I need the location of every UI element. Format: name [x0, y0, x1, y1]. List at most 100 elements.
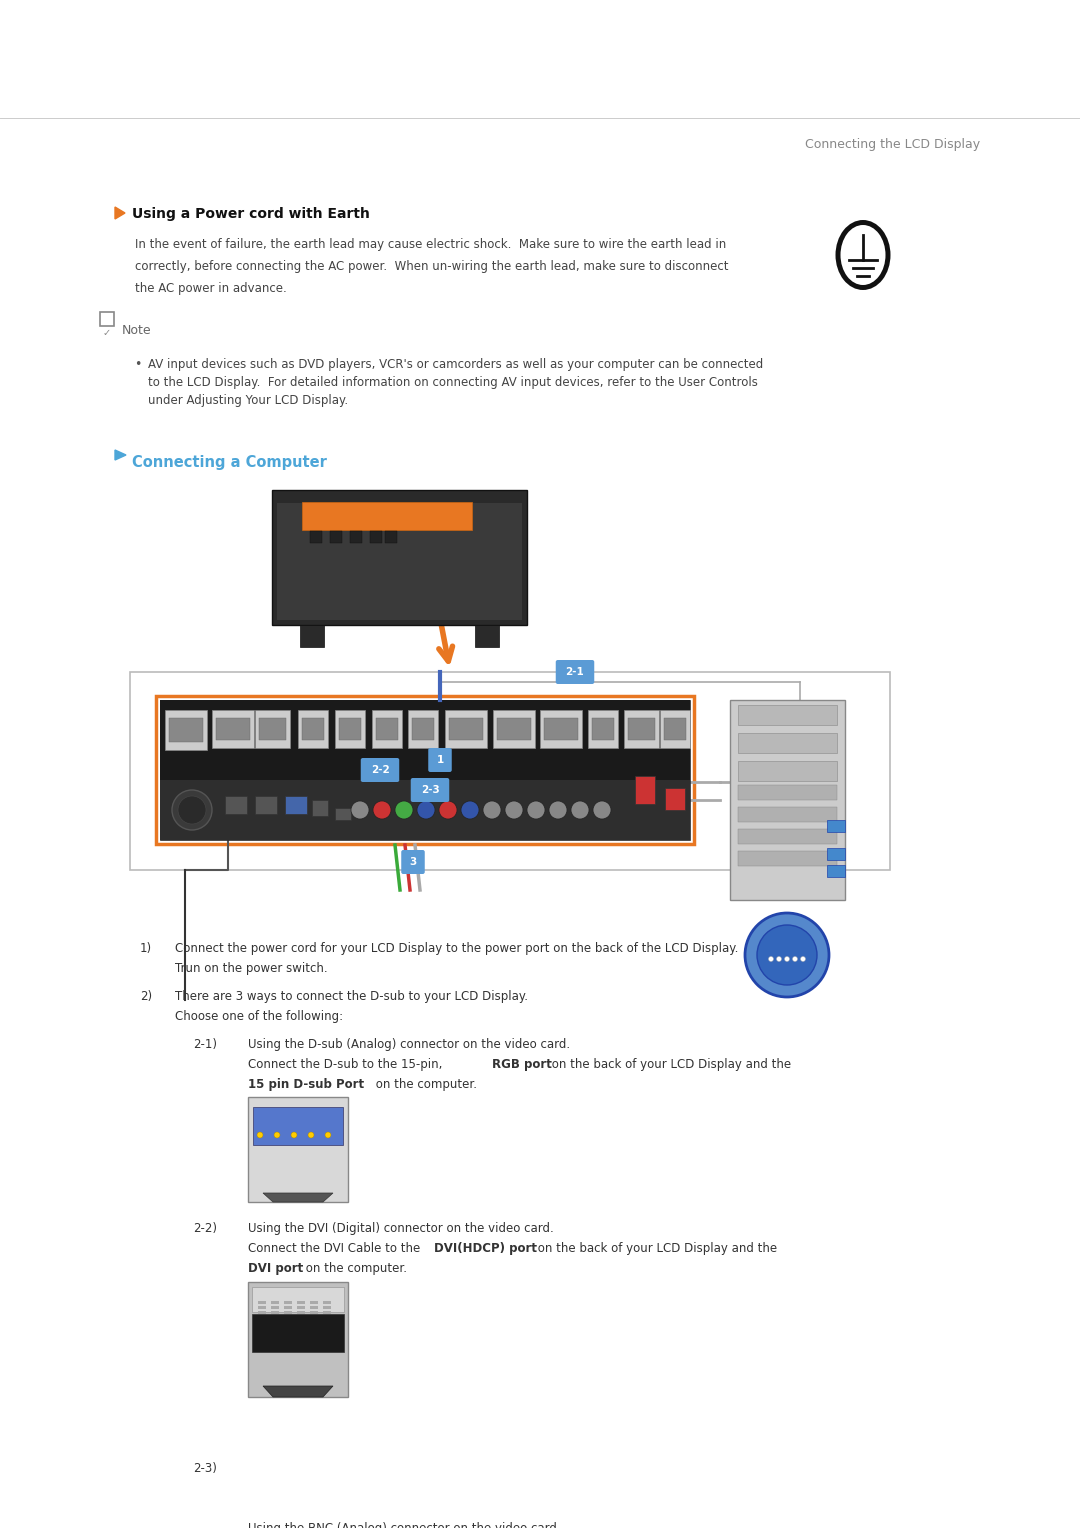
Bar	[738, 785, 837, 801]
Circle shape	[483, 801, 501, 819]
Text: 1): 1)	[140, 941, 152, 955]
Text: RGB port: RGB port	[492, 1057, 552, 1071]
Bar	[384, 532, 397, 542]
Bar	[253, 1106, 343, 1144]
Circle shape	[395, 801, 413, 819]
Text: on the computer.: on the computer.	[372, 1077, 477, 1091]
Text: 2-3): 2-3)	[193, 1462, 217, 1475]
Bar	[255, 796, 276, 814]
Bar	[248, 1282, 348, 1397]
Bar	[160, 700, 690, 840]
Bar	[370, 532, 382, 542]
Text: Note: Note	[122, 324, 151, 338]
Bar	[130, 672, 890, 869]
FancyBboxPatch shape	[556, 660, 594, 685]
Bar	[276, 503, 522, 620]
Bar	[212, 711, 254, 749]
FancyBboxPatch shape	[402, 850, 424, 874]
Bar	[255, 711, 291, 749]
Text: Connecting a Computer: Connecting a Computer	[132, 455, 327, 471]
Bar	[323, 1300, 330, 1303]
Bar	[738, 851, 837, 866]
Circle shape	[505, 801, 523, 819]
Circle shape	[757, 924, 816, 986]
Bar	[297, 1311, 305, 1314]
Text: DVI(HDCP): DVI(HDCP)	[275, 1368, 321, 1377]
Bar	[310, 1311, 318, 1314]
Text: Using the D-sub (Analog) connector on the video card.: Using the D-sub (Analog) connector on th…	[248, 1038, 570, 1051]
Text: the AC power in advance.: the AC power in advance.	[135, 283, 287, 295]
Text: Connect the D-sub to the 15-pin,: Connect the D-sub to the 15-pin,	[248, 1057, 446, 1071]
Bar	[664, 718, 686, 740]
Bar	[323, 1306, 330, 1309]
Text: 2): 2)	[140, 990, 152, 1002]
Text: Choose one of the following:: Choose one of the following:	[175, 1010, 343, 1024]
Text: Trun on the power switch.: Trun on the power switch.	[175, 963, 327, 975]
Text: In the event of failure, the earth lead may cause electric shock.  Make sure to : In the event of failure, the earth lead …	[135, 238, 726, 251]
Bar	[350, 532, 362, 542]
Text: DVI(HDCP) port: DVI(HDCP) port	[434, 1242, 537, 1254]
Bar	[627, 718, 654, 740]
FancyBboxPatch shape	[429, 749, 451, 772]
Text: to the LCD Display.  For detailed information on connecting AV input devices, re: to the LCD Display. For detailed informa…	[148, 376, 758, 390]
Bar	[660, 711, 690, 749]
Bar	[272, 490, 527, 625]
Bar	[252, 1314, 345, 1352]
Text: 15 pin D-sub Port: 15 pin D-sub Port	[248, 1077, 364, 1091]
Text: on the back of your LCD Display and the: on the back of your LCD Display and the	[548, 1057, 795, 1071]
Bar	[827, 821, 845, 833]
Text: 2-2: 2-2	[370, 766, 390, 775]
Polygon shape	[114, 206, 125, 219]
Bar	[300, 625, 324, 646]
FancyBboxPatch shape	[361, 758, 400, 782]
Text: AV input devices such as DVD players, VCR's or camcorders as well as your comput: AV input devices such as DVD players, VC…	[148, 358, 764, 371]
Bar	[312, 801, 328, 816]
Text: 2-3: 2-3	[420, 785, 440, 795]
Bar	[738, 807, 837, 822]
Circle shape	[461, 801, 480, 819]
Text: Connecting the LCD Display: Connecting the LCD Display	[805, 138, 980, 151]
Circle shape	[777, 957, 782, 961]
Text: Using the DVI (Digital) connector on the video card.: Using the DVI (Digital) connector on the…	[248, 1222, 554, 1235]
Bar	[738, 761, 837, 781]
Bar	[259, 718, 286, 740]
Bar	[335, 808, 351, 821]
Bar	[372, 711, 402, 749]
Bar	[310, 1306, 318, 1309]
Bar	[738, 704, 837, 724]
Bar	[544, 718, 578, 740]
Circle shape	[417, 801, 435, 819]
Bar	[497, 718, 531, 740]
Text: DVI port: DVI port	[248, 1262, 303, 1274]
Bar	[475, 625, 499, 646]
Circle shape	[549, 801, 567, 819]
Text: Using a Power cord with Earth: Using a Power cord with Earth	[132, 206, 369, 222]
Circle shape	[291, 1132, 297, 1138]
Bar	[592, 718, 615, 740]
Bar	[258, 1311, 266, 1314]
Text: on the computer.: on the computer.	[302, 1262, 407, 1274]
Circle shape	[800, 957, 806, 961]
Bar	[738, 830, 837, 843]
Bar	[376, 718, 399, 740]
Bar	[252, 1287, 345, 1313]
Circle shape	[178, 796, 206, 824]
Text: 3: 3	[409, 857, 417, 866]
Circle shape	[769, 957, 773, 961]
Bar	[492, 711, 535, 749]
Bar	[310, 532, 322, 542]
Bar	[540, 711, 582, 749]
Bar	[271, 1311, 279, 1314]
Circle shape	[325, 1132, 330, 1138]
Bar	[738, 733, 837, 753]
Bar	[271, 1300, 279, 1303]
Bar	[160, 779, 690, 840]
Bar	[635, 776, 654, 804]
Text: Using the BNC (Analog) connector on the video card.: Using the BNC (Analog) connector on the …	[248, 1522, 561, 1528]
Circle shape	[373, 801, 391, 819]
Bar	[165, 711, 207, 750]
Ellipse shape	[836, 220, 891, 290]
Text: 2-1): 2-1)	[193, 1038, 217, 1051]
Ellipse shape	[840, 225, 886, 286]
Text: 2-2): 2-2)	[193, 1222, 217, 1235]
